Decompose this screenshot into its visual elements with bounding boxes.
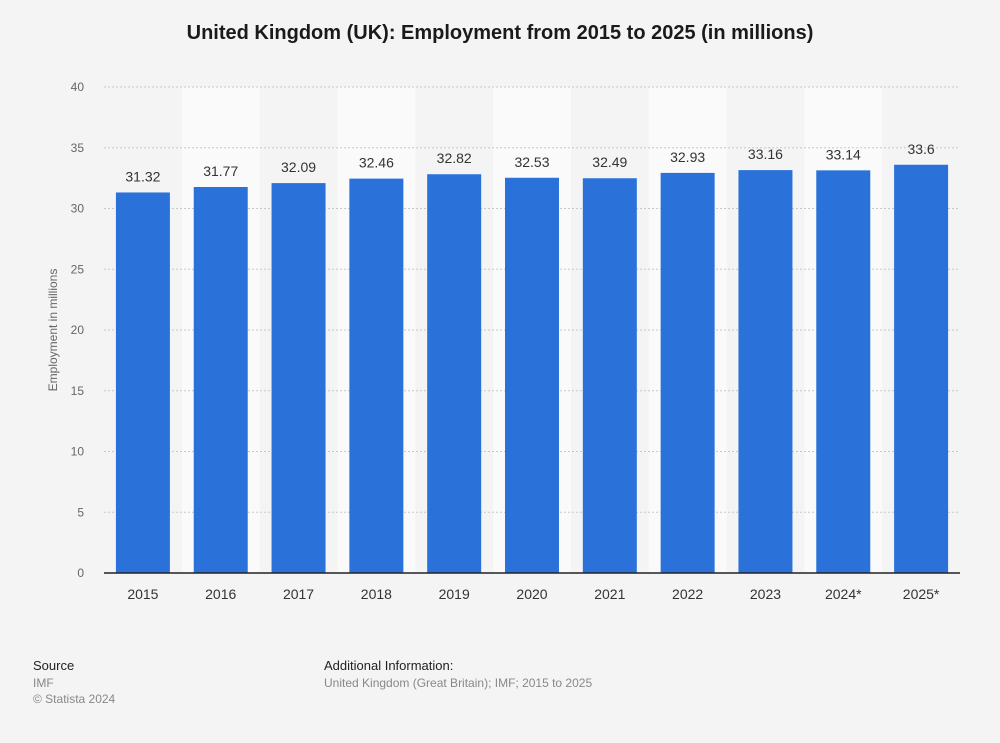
source-name: IMF bbox=[33, 676, 54, 690]
y-tick-label: 10 bbox=[71, 445, 85, 459]
additional-info-text: United Kingdom (Great Britain); IMF; 201… bbox=[324, 676, 593, 690]
x-tick-label: 2021 bbox=[594, 586, 625, 602]
x-tick-label: 2022 bbox=[672, 586, 703, 602]
data-label: 32.53 bbox=[514, 154, 549, 170]
copyright: © Statista 2024 bbox=[33, 692, 116, 706]
data-label: 31.32 bbox=[125, 168, 160, 184]
bar bbox=[427, 174, 482, 573]
data-label: 32.82 bbox=[437, 150, 472, 166]
additional-info-block: Additional Information: United Kingdom (… bbox=[324, 658, 592, 691]
x-tick-label: 2017 bbox=[283, 586, 314, 602]
x-tick-label: 2023 bbox=[750, 586, 781, 602]
x-tick-label: 2018 bbox=[361, 586, 392, 602]
data-label: 32.46 bbox=[359, 155, 394, 171]
bar bbox=[738, 170, 793, 573]
y-tick-label: 30 bbox=[71, 202, 85, 216]
y-tick-label: 40 bbox=[71, 80, 85, 94]
bar bbox=[349, 178, 404, 573]
bar-chart: 0 5 10 15 20 25 30 35 40 Employment in millions 31… bbox=[46, 80, 960, 602]
x-tick-label: 2020 bbox=[516, 586, 547, 602]
data-label: 32.49 bbox=[592, 154, 627, 170]
data-label: 32.93 bbox=[670, 149, 705, 165]
source-heading: Source bbox=[33, 658, 75, 673]
y-tick-label: 5 bbox=[77, 505, 84, 519]
bar bbox=[660, 172, 715, 573]
bar bbox=[115, 192, 170, 573]
bar bbox=[894, 164, 949, 573]
bar bbox=[582, 178, 637, 573]
chart-title: United Kingdom (UK): Employment from 201… bbox=[186, 22, 814, 44]
y-tick-label: 35 bbox=[71, 141, 85, 155]
data-label: 33.6 bbox=[907, 141, 934, 157]
data-label: 31.77 bbox=[203, 163, 238, 179]
source-block: Source IMF © Statista 2024 bbox=[33, 658, 115, 707]
bar bbox=[271, 183, 326, 573]
data-label: 33.16 bbox=[748, 146, 783, 162]
y-axis-title: Employment in millions bbox=[46, 269, 60, 392]
y-tick-label: 0 bbox=[77, 566, 84, 580]
data-label: 32.09 bbox=[281, 159, 316, 175]
x-tick-label: 2015 bbox=[127, 586, 158, 602]
y-tick-label: 15 bbox=[71, 384, 85, 398]
bar bbox=[816, 170, 871, 573]
x-tick-label: 2025* bbox=[903, 586, 940, 602]
additional-info-heading: Additional Information: bbox=[324, 658, 454, 673]
x-tick-label: 2019 bbox=[439, 586, 470, 602]
y-tick-label: 25 bbox=[71, 262, 85, 276]
y-tick-label: 20 bbox=[71, 323, 85, 337]
bar bbox=[505, 177, 559, 573]
x-tick-label: 2024* bbox=[825, 586, 862, 602]
bar bbox=[193, 186, 248, 573]
data-label: 33.14 bbox=[826, 146, 861, 162]
x-tick-label: 2016 bbox=[205, 586, 236, 602]
